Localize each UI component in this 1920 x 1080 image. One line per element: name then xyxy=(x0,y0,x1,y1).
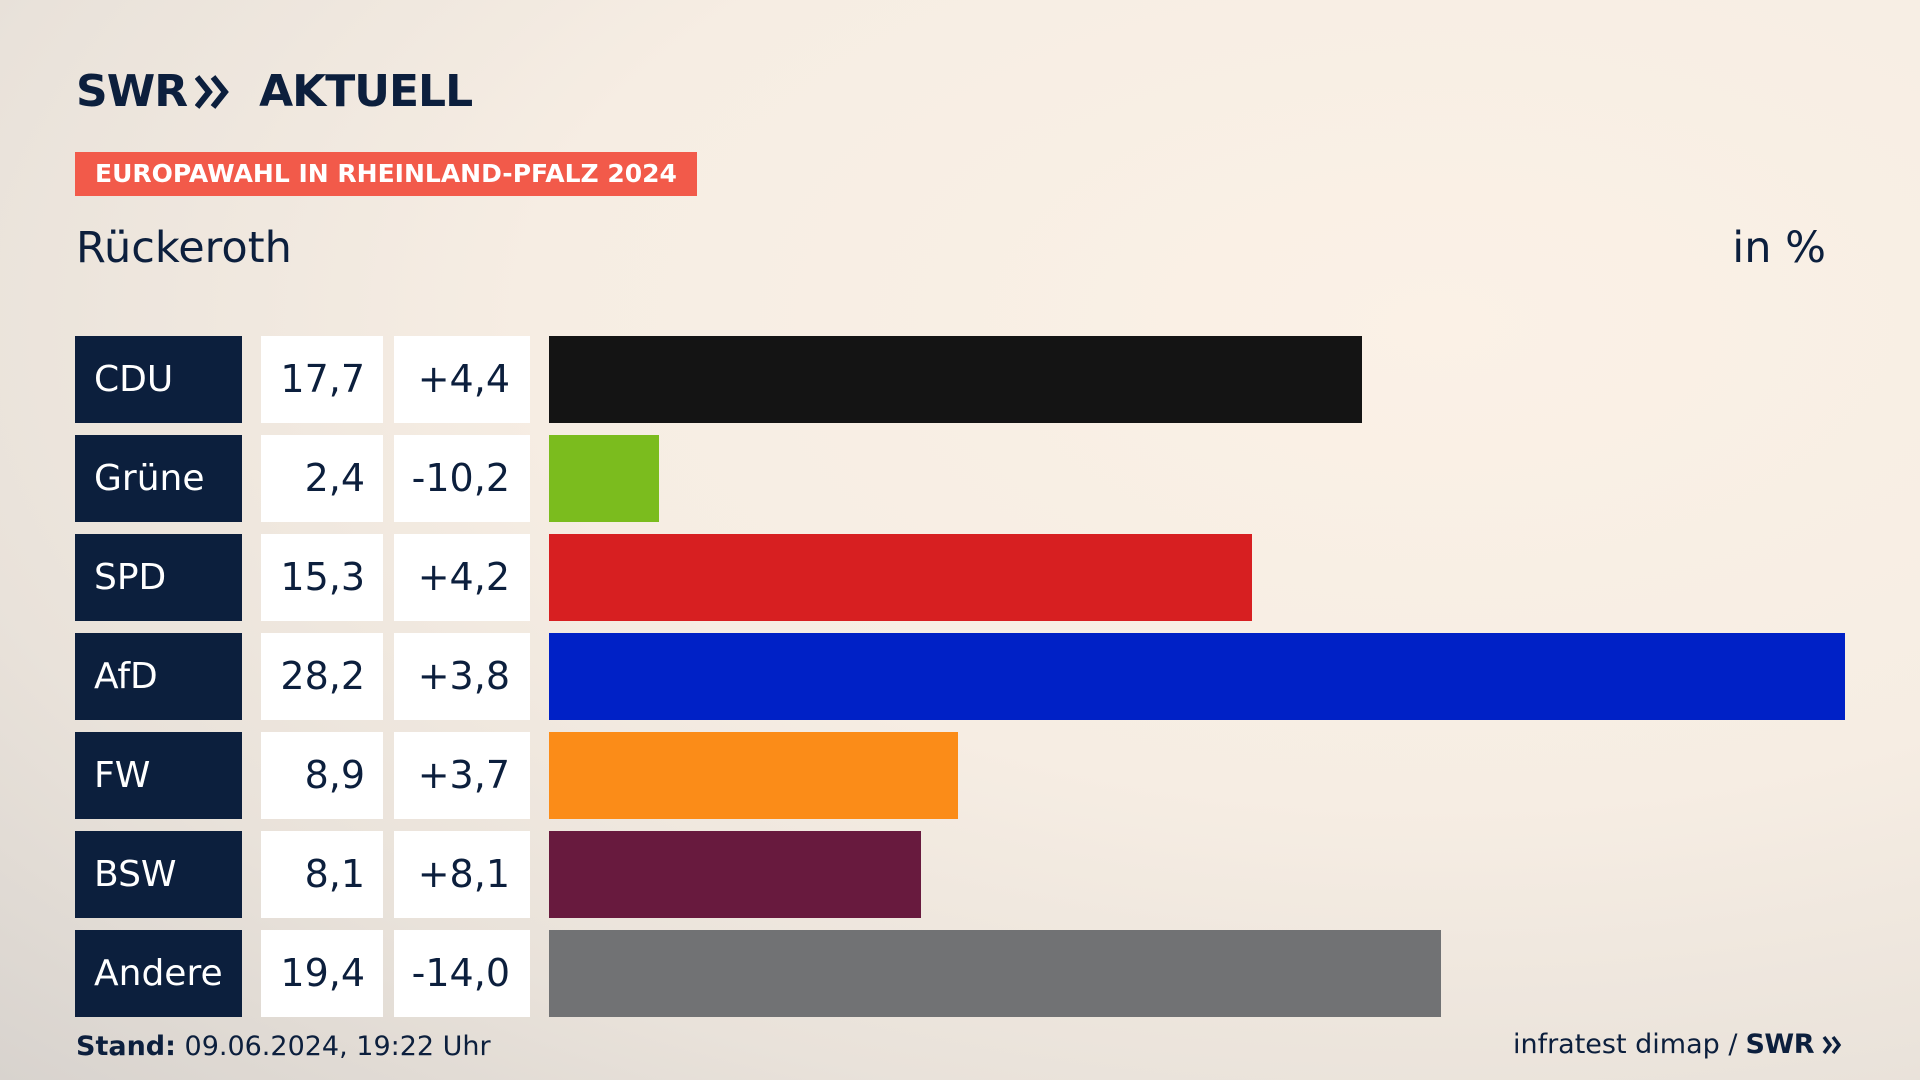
diff-label: +8,1 xyxy=(394,831,530,918)
value-label: 2,4 xyxy=(261,435,383,522)
party-label: AfD xyxy=(75,633,242,720)
bar xyxy=(549,633,1845,720)
party-label: CDU xyxy=(75,336,242,423)
swr-aktuell-logo: SWR AKTUELL xyxy=(76,66,473,117)
result-row: FW 8,9 +3,7 xyxy=(75,732,1845,819)
logo-aktuell-text: AKTUELL xyxy=(259,66,473,117)
source-logo-text: SWR xyxy=(1745,1029,1814,1060)
party-label: Grüne xyxy=(75,435,242,522)
bar xyxy=(549,831,921,918)
result-row: CDU 17,7 +4,4 xyxy=(75,336,1845,423)
result-row: BSW 8,1 +8,1 xyxy=(75,831,1845,918)
bar xyxy=(549,435,659,522)
value-label: 8,1 xyxy=(261,831,383,918)
double-chevron-icon xyxy=(195,75,229,109)
party-label: SPD xyxy=(75,534,242,621)
result-row: SPD 15,3 +4,2 xyxy=(75,534,1845,621)
value-label: 19,4 xyxy=(261,930,383,1017)
bar xyxy=(549,732,958,819)
value-label: 8,9 xyxy=(261,732,383,819)
result-row: Andere 19,4 -14,0 xyxy=(75,930,1845,1017)
result-row: Grüne 2,4 -10,2 xyxy=(75,435,1845,522)
bar xyxy=(549,336,1362,423)
election-tag: EUROPAWAHL IN RHEINLAND-PFALZ 2024 xyxy=(75,152,697,196)
bar xyxy=(549,930,1441,1017)
timestamp: Stand: 09.06.2024, 19:22 Uhr xyxy=(76,1030,491,1064)
value-label: 28,2 xyxy=(261,633,383,720)
result-row: AfD 28,2 +3,8 xyxy=(75,633,1845,720)
diff-label: +3,7 xyxy=(394,732,530,819)
stand-label: Stand: xyxy=(76,1031,176,1062)
small-chevron-icon xyxy=(1822,1035,1842,1055)
diff-label: +4,4 xyxy=(394,336,530,423)
logo-swr-text: SWR xyxy=(76,66,188,117)
diff-label: -10,2 xyxy=(394,435,530,522)
diff-label: +3,8 xyxy=(394,633,530,720)
diff-label: +4,2 xyxy=(394,534,530,621)
party-label: Andere xyxy=(75,930,242,1017)
source-credit: infratest dimap / SWR xyxy=(1513,1028,1844,1062)
party-label: BSW xyxy=(75,831,242,918)
location-title: Rückeroth xyxy=(76,223,292,273)
unit-label: in % xyxy=(1732,223,1826,273)
party-label: FW xyxy=(75,732,242,819)
stand-value: 09.06.2024, 19:22 Uhr xyxy=(184,1031,491,1062)
value-label: 17,7 xyxy=(261,336,383,423)
diff-label: -14,0 xyxy=(394,930,530,1017)
bar xyxy=(549,534,1252,621)
source-text: infratest dimap / xyxy=(1512,1029,1738,1060)
value-label: 15,3 xyxy=(261,534,383,621)
